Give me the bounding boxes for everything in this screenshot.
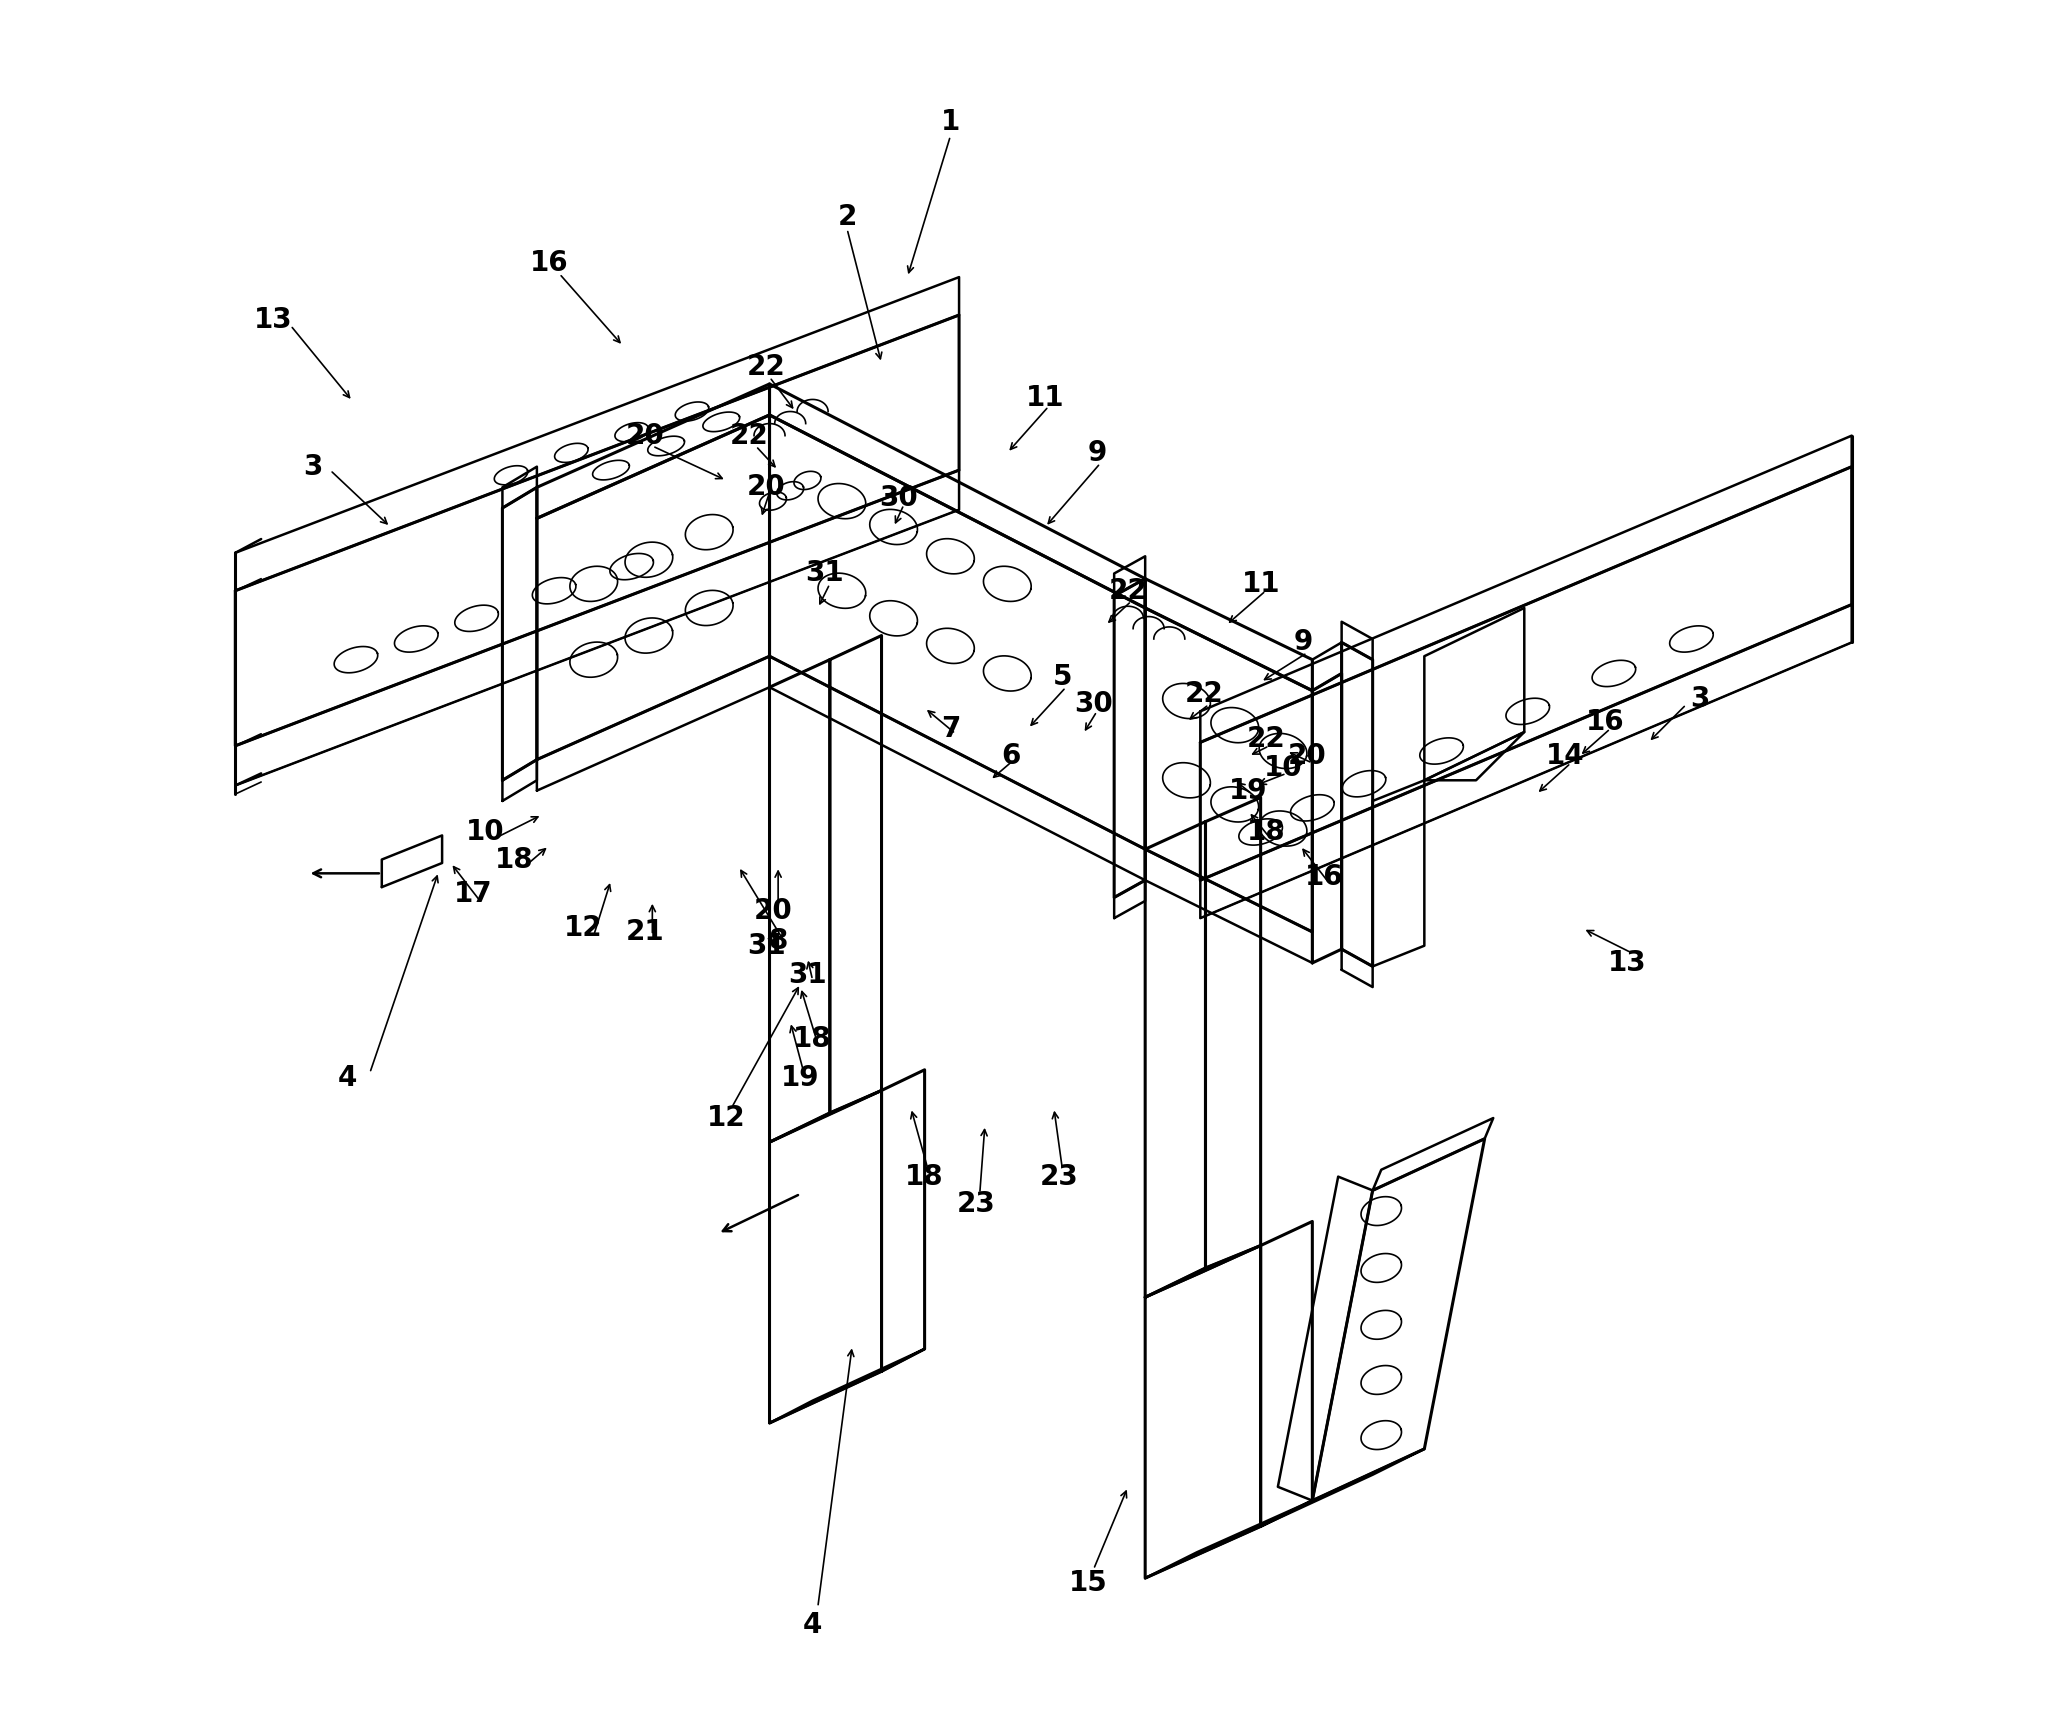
Polygon shape bbox=[831, 635, 882, 1113]
Polygon shape bbox=[234, 316, 958, 746]
Text: 8: 8 bbox=[769, 927, 787, 954]
Polygon shape bbox=[769, 656, 1145, 880]
Text: 2: 2 bbox=[837, 202, 857, 231]
Polygon shape bbox=[1343, 642, 1373, 967]
Text: 3: 3 bbox=[302, 452, 323, 480]
Text: 9: 9 bbox=[1293, 628, 1314, 656]
Text: 30: 30 bbox=[1073, 690, 1112, 718]
Polygon shape bbox=[537, 414, 769, 759]
Text: 6: 6 bbox=[1001, 742, 1020, 770]
Polygon shape bbox=[769, 383, 1145, 608]
Polygon shape bbox=[769, 1091, 882, 1143]
Text: 1: 1 bbox=[942, 109, 960, 136]
Polygon shape bbox=[769, 1350, 925, 1422]
Polygon shape bbox=[1201, 604, 1852, 918]
Polygon shape bbox=[1343, 621, 1373, 659]
Text: 22: 22 bbox=[1246, 725, 1285, 753]
Text: 20: 20 bbox=[627, 421, 664, 450]
Polygon shape bbox=[1312, 1139, 1484, 1500]
Text: 18: 18 bbox=[495, 846, 535, 873]
Text: 11: 11 bbox=[1026, 383, 1065, 413]
Text: 10: 10 bbox=[1264, 754, 1301, 782]
Polygon shape bbox=[882, 1070, 925, 1372]
Text: 3: 3 bbox=[1690, 685, 1711, 713]
Text: 16: 16 bbox=[1585, 708, 1624, 735]
Text: 31: 31 bbox=[787, 961, 827, 989]
Polygon shape bbox=[1260, 1222, 1312, 1526]
Polygon shape bbox=[1145, 1246, 1260, 1578]
Polygon shape bbox=[502, 487, 537, 780]
Text: 18: 18 bbox=[794, 1025, 833, 1053]
Text: 13: 13 bbox=[1608, 949, 1647, 977]
Polygon shape bbox=[537, 656, 769, 791]
Polygon shape bbox=[769, 1091, 882, 1422]
Text: 16: 16 bbox=[530, 249, 567, 278]
Text: 20: 20 bbox=[1287, 742, 1326, 770]
Polygon shape bbox=[537, 383, 769, 518]
Text: 7: 7 bbox=[942, 715, 960, 742]
Polygon shape bbox=[1373, 780, 1425, 967]
Text: 23: 23 bbox=[1040, 1163, 1079, 1191]
Text: 14: 14 bbox=[1546, 742, 1585, 770]
Polygon shape bbox=[1279, 1177, 1373, 1500]
Text: 11: 11 bbox=[1242, 570, 1281, 597]
Text: 31: 31 bbox=[746, 932, 785, 960]
Polygon shape bbox=[1145, 1500, 1312, 1578]
Text: 12: 12 bbox=[563, 915, 602, 942]
Text: 4: 4 bbox=[337, 1065, 358, 1093]
Text: 20: 20 bbox=[755, 898, 792, 925]
Polygon shape bbox=[234, 278, 958, 590]
Text: 31: 31 bbox=[806, 559, 843, 587]
Polygon shape bbox=[1145, 849, 1312, 963]
Text: 18: 18 bbox=[905, 1163, 944, 1191]
Polygon shape bbox=[1425, 732, 1523, 780]
Polygon shape bbox=[1145, 608, 1312, 932]
Text: 22: 22 bbox=[730, 421, 769, 450]
Text: 21: 21 bbox=[627, 918, 664, 946]
Polygon shape bbox=[1201, 466, 1852, 880]
Polygon shape bbox=[502, 466, 537, 507]
Text: 15: 15 bbox=[1069, 1569, 1108, 1597]
Polygon shape bbox=[1205, 797, 1260, 1269]
Polygon shape bbox=[1114, 578, 1145, 898]
Text: 22: 22 bbox=[1184, 680, 1223, 708]
Polygon shape bbox=[1312, 673, 1343, 963]
Polygon shape bbox=[234, 469, 958, 785]
Polygon shape bbox=[1260, 1448, 1425, 1526]
Text: 13: 13 bbox=[255, 306, 292, 335]
Polygon shape bbox=[1201, 435, 1852, 742]
Text: 10: 10 bbox=[467, 818, 504, 846]
Polygon shape bbox=[769, 659, 831, 1143]
Polygon shape bbox=[1145, 1246, 1260, 1298]
Text: 5: 5 bbox=[1053, 663, 1073, 690]
Text: 18: 18 bbox=[1246, 818, 1285, 846]
Text: 22: 22 bbox=[746, 352, 785, 381]
Text: 23: 23 bbox=[956, 1191, 995, 1219]
Polygon shape bbox=[1373, 1118, 1493, 1191]
Polygon shape bbox=[502, 759, 537, 801]
Polygon shape bbox=[1312, 642, 1343, 690]
Polygon shape bbox=[1114, 880, 1145, 918]
Text: 30: 30 bbox=[880, 483, 919, 511]
Text: 22: 22 bbox=[1108, 576, 1147, 604]
Text: 19: 19 bbox=[781, 1065, 820, 1093]
Text: 4: 4 bbox=[804, 1610, 822, 1638]
Text: 16: 16 bbox=[1306, 863, 1345, 891]
Polygon shape bbox=[1425, 608, 1523, 780]
Text: 20: 20 bbox=[746, 473, 785, 501]
Polygon shape bbox=[1145, 578, 1312, 690]
Polygon shape bbox=[1114, 556, 1145, 595]
Polygon shape bbox=[1145, 822, 1205, 1298]
Polygon shape bbox=[382, 835, 442, 887]
Text: 12: 12 bbox=[707, 1105, 746, 1132]
Text: 17: 17 bbox=[454, 880, 493, 908]
Polygon shape bbox=[1343, 949, 1373, 987]
Text: 9: 9 bbox=[1088, 438, 1106, 466]
Text: 19: 19 bbox=[1229, 777, 1269, 804]
Polygon shape bbox=[769, 414, 1145, 849]
